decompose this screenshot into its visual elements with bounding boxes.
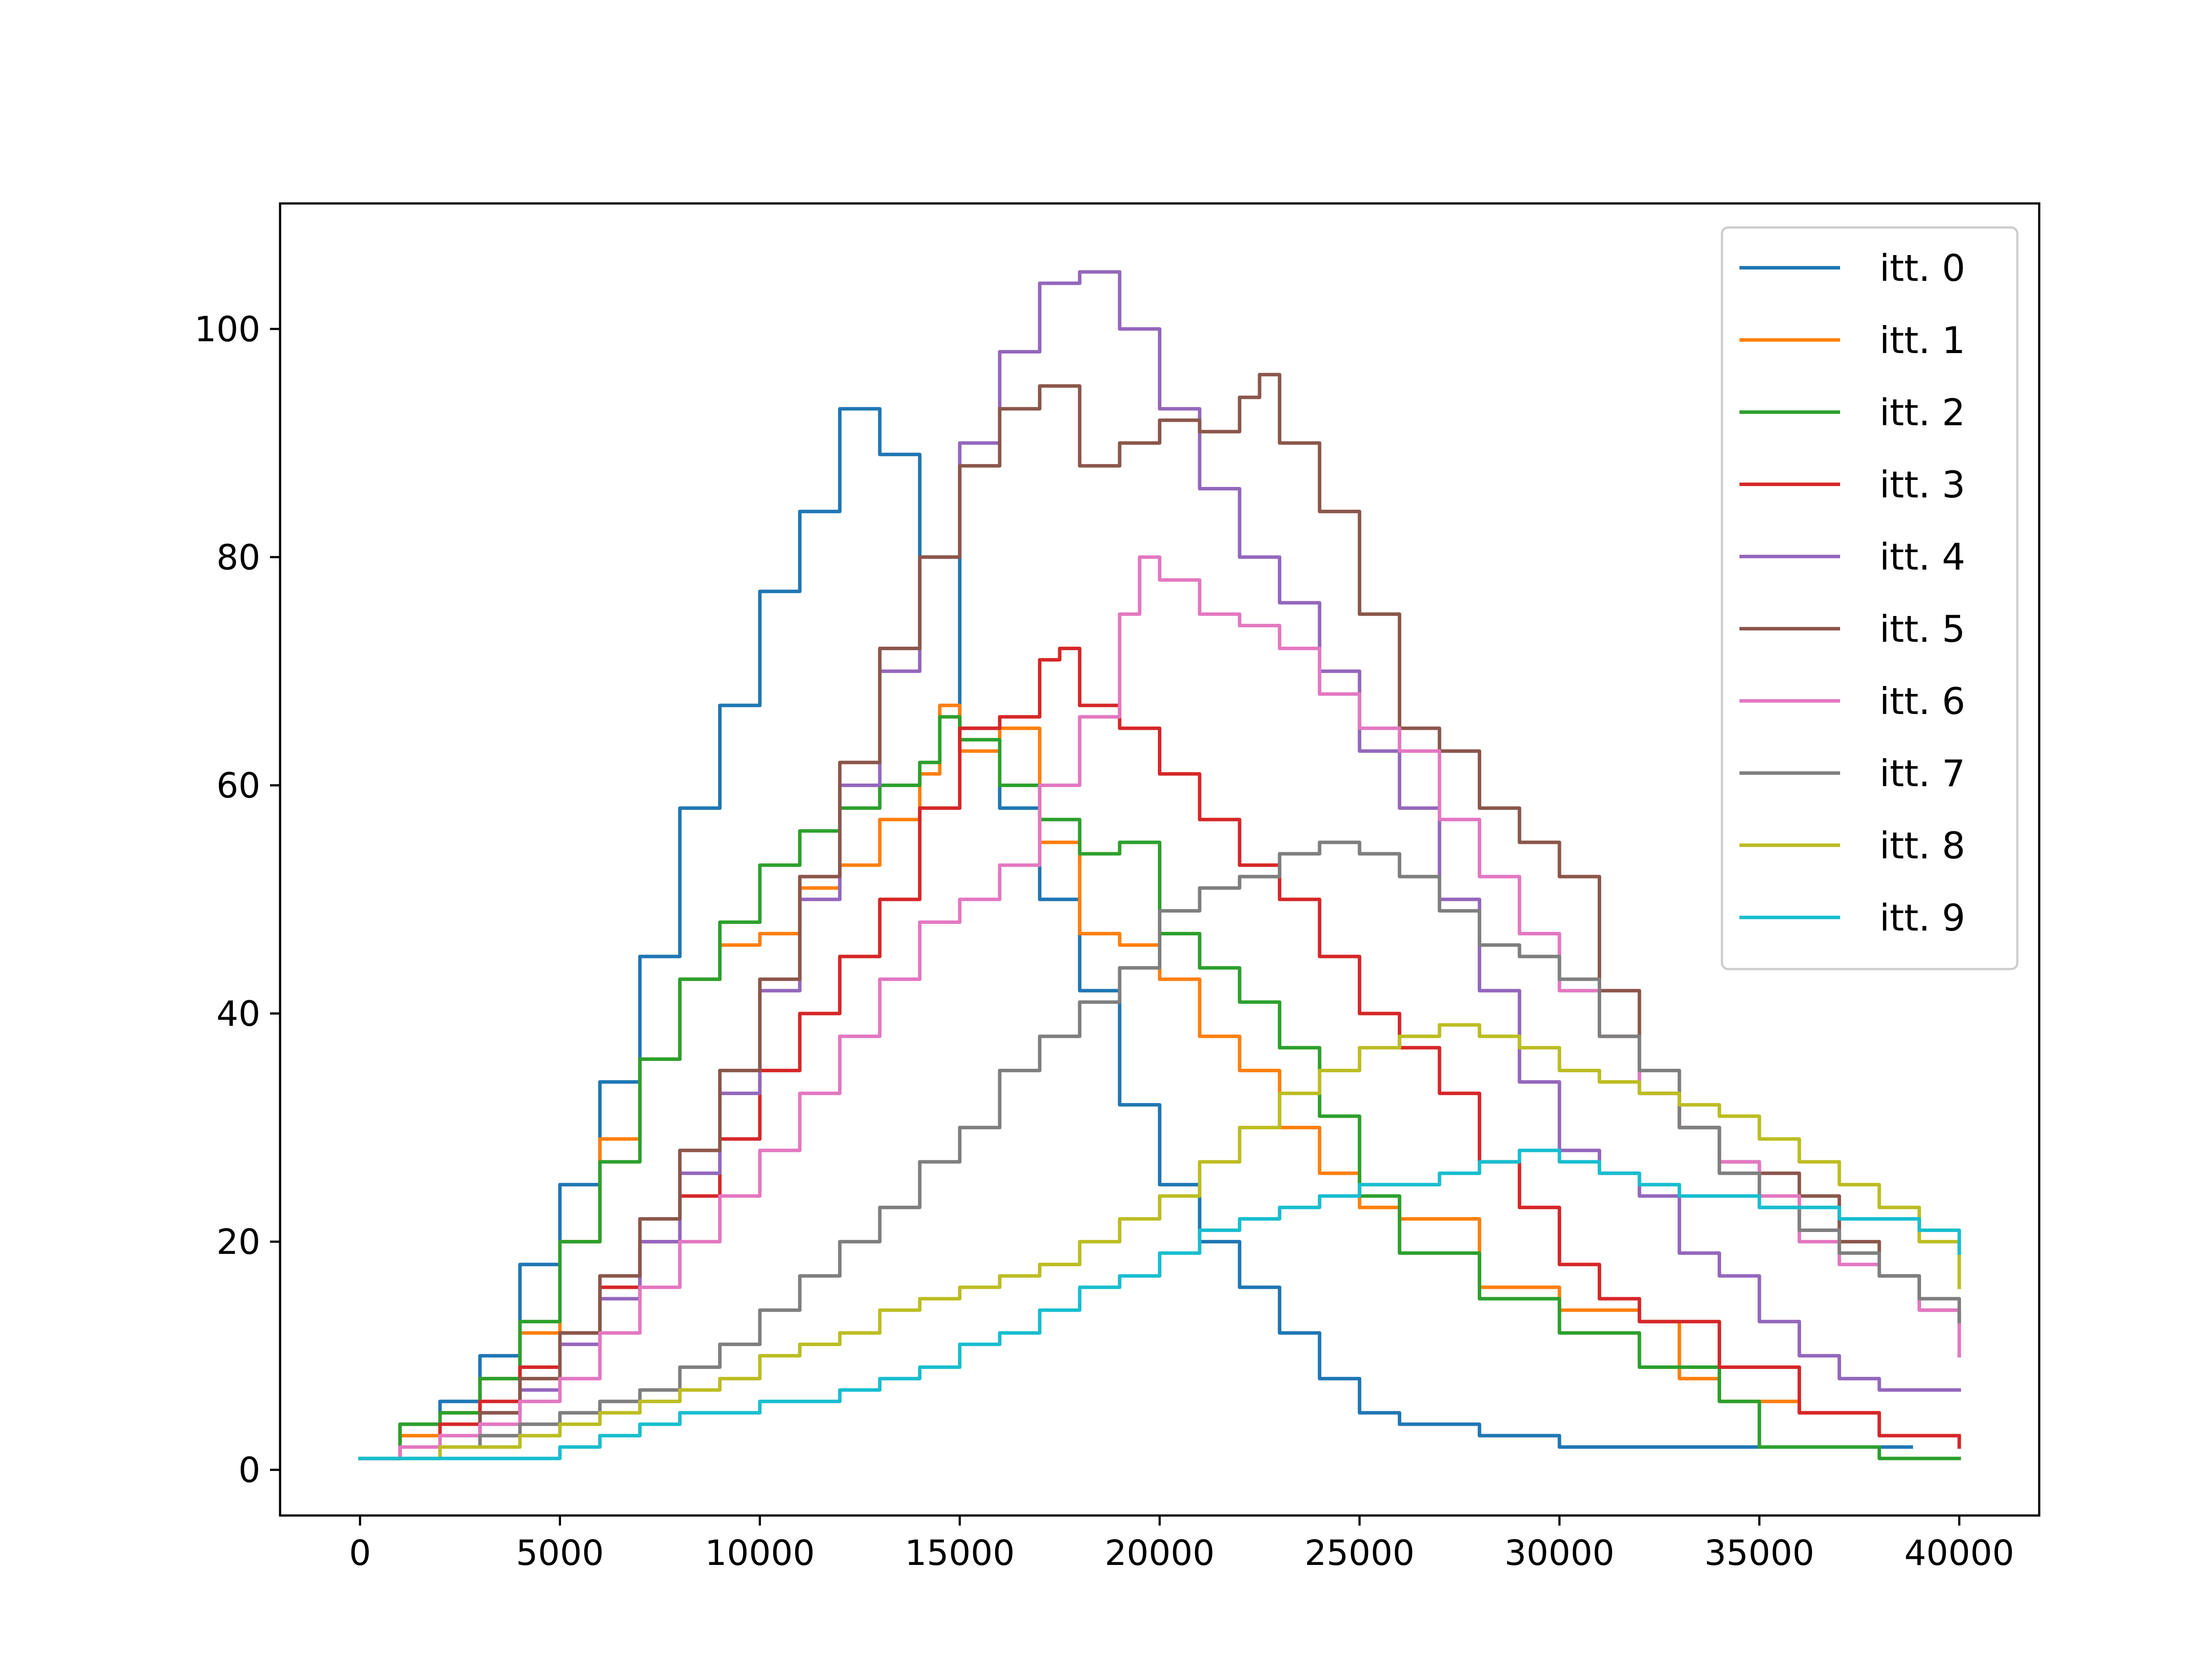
- x-tick-label: 20000: [1105, 1533, 1214, 1573]
- x-axis: 0 5000 10000 15000 20000 25000 30000 35000 40000: [349, 1516, 2014, 1573]
- series-line-8: [358, 1023, 1961, 1460]
- series-line-2: [358, 715, 1961, 1460]
- x-tick-label: 5000: [516, 1533, 604, 1573]
- legend-label-7: itt. 7: [1879, 752, 1965, 795]
- legend-label-5: itt. 5: [1879, 608, 1965, 651]
- legend-label-0: itt. 0: [1879, 247, 1965, 290]
- legend-label-6: itt. 6: [1879, 680, 1965, 723]
- y-tick-label: 40: [216, 994, 260, 1034]
- legend-label-9: itt. 9: [1879, 896, 1965, 939]
- legend-label-3: itt. 3: [1879, 463, 1965, 506]
- x-tick-label: 40000: [1904, 1533, 2014, 1573]
- legend-label-1: itt. 1: [1879, 319, 1965, 362]
- y-tick-label: 60: [216, 766, 260, 806]
- legend-label-2: itt. 2: [1879, 391, 1965, 434]
- legend-label-4: itt. 4: [1879, 536, 1965, 578]
- y-axis: 0 20 40 60 80 100: [194, 309, 280, 1491]
- x-tick-label: 0: [349, 1533, 371, 1573]
- y-tick-label: 0: [238, 1450, 260, 1491]
- series-line-3: [358, 647, 1961, 1460]
- y-tick-label: 100: [194, 309, 260, 350]
- series-line-9: [358, 1148, 1961, 1460]
- legend-label-8: itt. 8: [1879, 824, 1965, 867]
- series-line-7: [358, 840, 1961, 1460]
- x-tick-label: 10000: [705, 1533, 815, 1573]
- x-tick-label: 30000: [1504, 1533, 1614, 1573]
- legend: itt. 0 itt. 1 itt. 2 itt. 3 itt. 4 itt. 5 itt.…: [1721, 226, 2019, 970]
- series-layer: [358, 270, 1961, 1460]
- x-tick-label: 15000: [905, 1533, 1015, 1573]
- y-tick-label: 20: [216, 1222, 260, 1262]
- x-tick-label: 35000: [1704, 1533, 1814, 1573]
- series-line-4: [358, 270, 1961, 1460]
- y-tick-label: 80: [216, 537, 260, 578]
- x-tick-label: 25000: [1304, 1533, 1414, 1573]
